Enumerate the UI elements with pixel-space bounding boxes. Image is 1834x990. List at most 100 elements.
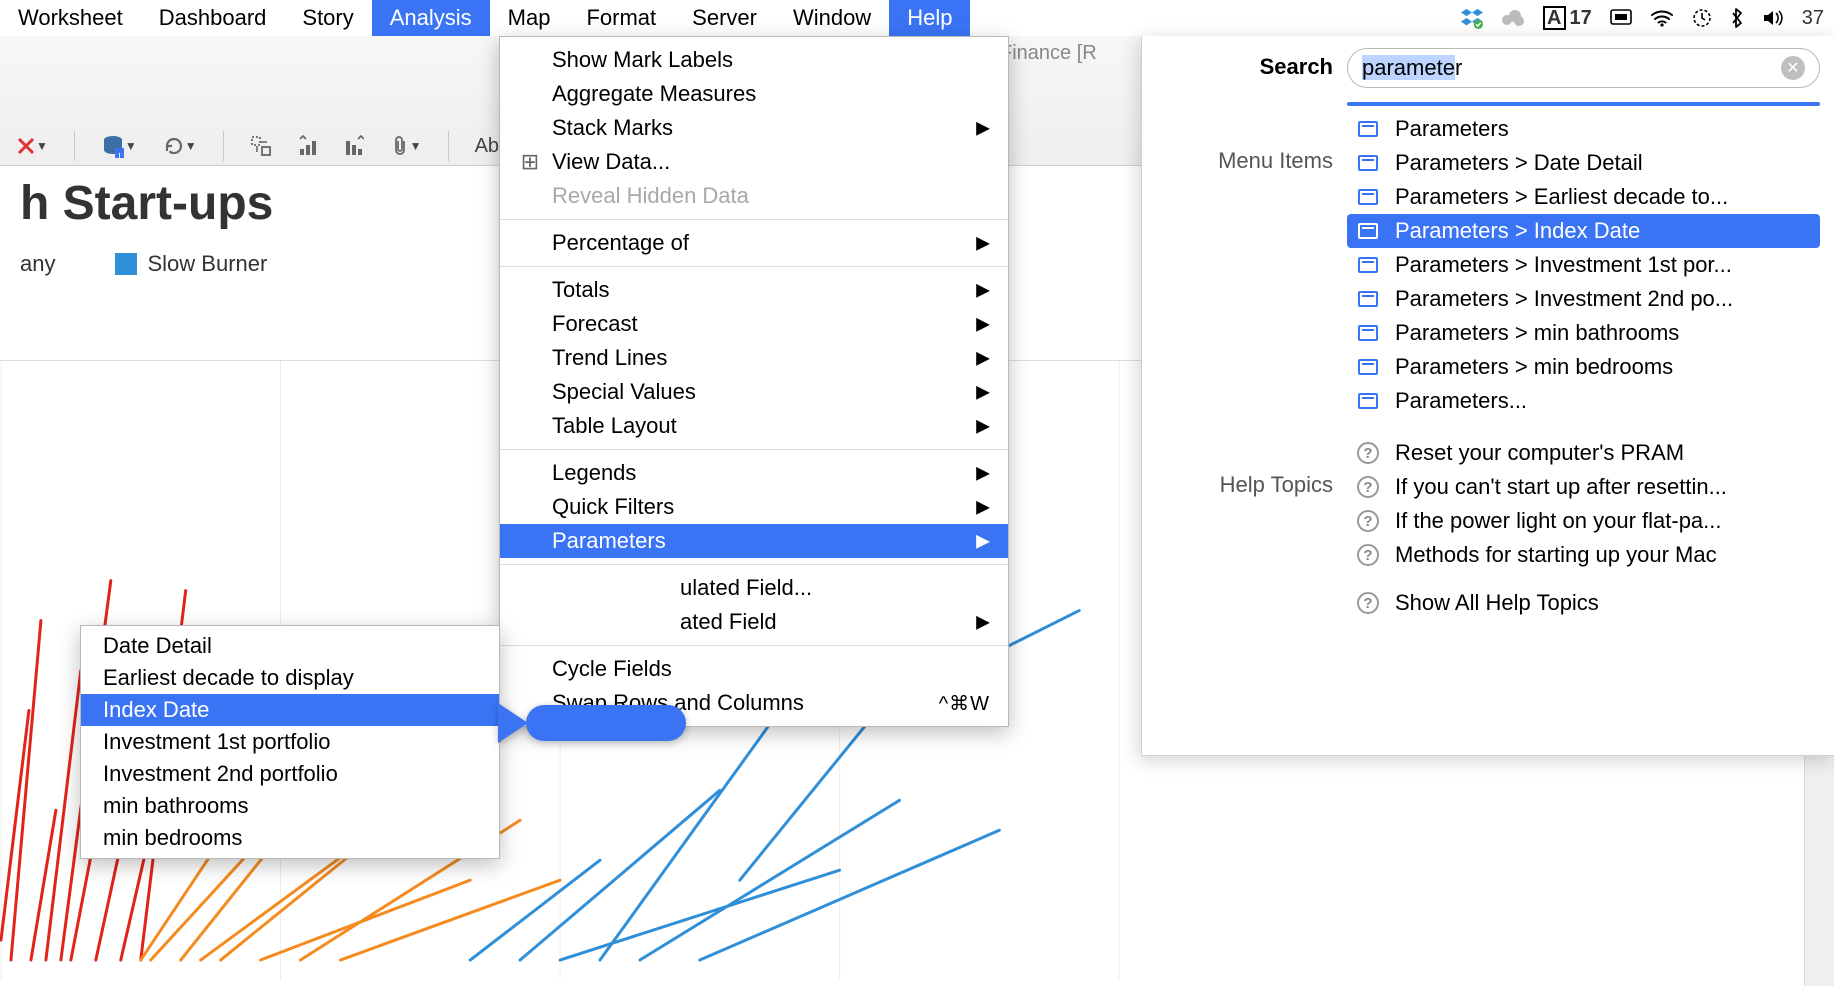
legend-slow-burner: Slow Burner <box>147 251 267 277</box>
help-menu-result[interactable]: Parameters... <box>1347 384 1820 418</box>
menu-worksheet[interactable]: Worksheet <box>0 0 141 36</box>
help-menuitems-label: Menu Items <box>1218 148 1333 174</box>
toolbar-close-icon[interactable]: ▼ <box>10 132 54 160</box>
battery-percent: 37 <box>1802 7 1824 30</box>
analysis-trend-lines[interactable]: Trend Lines▶ <box>500 341 1008 375</box>
result-label: Parameters <box>1395 116 1509 142</box>
adobe-status-icon[interactable]: A 17 <box>1543 6 1592 30</box>
analysis-ulated-field[interactable]: ulated Field... <box>500 571 1008 605</box>
param-investment-2nd-portfolio[interactable]: Investment 2nd portfolio <box>81 758 499 790</box>
help-menu-result[interactable]: Parameters <box>1347 112 1820 146</box>
menu-label: Worksheet <box>18 5 123 31</box>
dropbox-icon[interactable] <box>1461 7 1483 29</box>
toolbar-attach-icon[interactable]: ▼ <box>384 131 428 161</box>
menu-label: Window <box>793 5 871 31</box>
menu-label: Map <box>508 5 551 31</box>
analysis-special-values[interactable]: Special Values▶ <box>500 375 1008 409</box>
menu-window[interactable]: Window <box>775 0 889 36</box>
analysis-totals[interactable]: Totals▶ <box>500 273 1008 307</box>
menu-story[interactable]: Story <box>284 0 371 36</box>
bluetooth-icon[interactable] <box>1730 7 1744 29</box>
analysis-percentage-of[interactable]: Percentage of▶ <box>500 226 1008 260</box>
analysis-quick-filters[interactable]: Quick Filters▶ <box>500 490 1008 524</box>
menu-analysis[interactable]: Analysis <box>372 0 490 36</box>
volume-icon[interactable] <box>1762 9 1784 27</box>
analysis-stack-marks[interactable]: Stack Marks▶ <box>500 111 1008 145</box>
help-topic-icon: ? <box>1357 510 1379 532</box>
menu-label: Dashboard <box>159 5 267 31</box>
help-menu-result[interactable]: Parameters > Earliest decade to... <box>1347 180 1820 214</box>
menu-label: Story <box>302 5 353 31</box>
help-menu-result[interactable]: Parameters > min bedrooms <box>1347 350 1820 384</box>
window-title-right: Finance [R <box>1000 42 1097 65</box>
wifi-icon[interactable] <box>1650 9 1674 27</box>
menu-result-icon <box>1358 189 1378 205</box>
cloud-sync-icon[interactable] <box>1501 8 1525 28</box>
help-menu-result[interactable]: Parameters > Index Date <box>1347 214 1820 248</box>
timemachine-icon[interactable] <box>1692 8 1712 28</box>
result-label: Parameters > min bedrooms <box>1395 354 1673 380</box>
result-label: Parameters > Investment 2nd po... <box>1395 286 1733 312</box>
analysis-ated-field[interactable]: ated Field▶ <box>500 605 1008 639</box>
analysis-aggregate-measures[interactable]: Aggregate Measures <box>500 77 1008 111</box>
toolbar-sort-asc-icon[interactable] <box>292 131 324 161</box>
menu-item-label: Table Layout <box>552 413 677 439</box>
analysis-view-data[interactable]: ⊞View Data... <box>500 145 1008 179</box>
submenu-arrow-icon: ▶ <box>976 463 990 484</box>
toolbar-swap-icon[interactable] <box>244 131 278 161</box>
submenu-arrow-icon: ▶ <box>976 118 990 139</box>
param-min-bathrooms[interactable]: min bathrooms <box>81 790 499 822</box>
analysis-forecast[interactable]: Forecast▶ <box>500 307 1008 341</box>
help-topic-result[interactable]: ?Methods for starting up your Mac <box>1347 538 1820 572</box>
param-investment-1st-portfolio[interactable]: Investment 1st portfolio <box>81 726 499 758</box>
analysis-parameters[interactable]: Parameters ▶ <box>500 524 1008 558</box>
menu-item-label: Legends <box>552 460 636 486</box>
menu-server[interactable]: Server <box>674 0 775 36</box>
help-separator <box>1347 102 1820 106</box>
clear-search-icon[interactable]: ✕ <box>1781 56 1805 80</box>
show-all-help-topics[interactable]: ? Show All Help Topics <box>1347 586 1820 620</box>
menu-item-label: Parameters <box>552 528 666 554</box>
analysis-show-mark-labels[interactable]: Show Mark Labels <box>500 43 1008 77</box>
help-topic-result[interactable]: ?If the power light on your flat-pa... <box>1347 504 1820 538</box>
param-min-bedrooms[interactable]: min bedrooms <box>81 822 499 854</box>
analysis-cycle-fields[interactable]: Cycle Fields <box>500 652 1008 686</box>
help-topics-label: Help Topics <box>1220 472 1333 498</box>
menu-result-icon <box>1358 257 1378 273</box>
analysis-table-layout[interactable]: Table Layout▶ <box>500 409 1008 443</box>
menu-map[interactable]: Map <box>490 0 569 36</box>
menu-label: Format <box>586 5 656 31</box>
help-menu-result[interactable]: Parameters > min bathrooms <box>1347 316 1820 350</box>
menu-item-label: Aggregate Measures <box>552 81 756 107</box>
toolbar-datasource-icon[interactable]: ▼ <box>95 130 143 162</box>
result-label: Parameters > Investment 1st por... <box>1395 252 1732 278</box>
display-icon[interactable] <box>1610 9 1632 27</box>
param-date-detail[interactable]: Date Detail <box>81 630 499 662</box>
menu-item-label: Special Values <box>552 379 696 405</box>
menu-item-label: Forecast <box>552 311 638 337</box>
help-topic-result[interactable]: ?If you can't start up after resettin... <box>1347 470 1820 504</box>
submenu-arrow-icon: ▶ <box>976 612 990 633</box>
help-menu-result[interactable]: Parameters > Date Detail <box>1347 146 1820 180</box>
menu-separator <box>500 645 1008 646</box>
scrollbar-stub[interactable] <box>1804 756 1834 986</box>
analysis-legends[interactable]: Legends ▶ <box>500 456 1008 490</box>
search-input[interactable]: parameter <box>1362 55 1462 81</box>
help-search-box[interactable]: parameter ✕ <box>1347 48 1820 88</box>
help-topic-result[interactable]: ?Reset your computer's PRAM <box>1347 436 1820 470</box>
toolbar-refresh-icon[interactable]: ▼ <box>157 131 203 161</box>
result-label: If you can't start up after resettin... <box>1395 474 1727 500</box>
legend-label-frag: any <box>20 251 55 277</box>
menu-result-icon <box>1358 121 1378 137</box>
menu-item-label: Show Mark Labels <box>552 47 733 73</box>
submenu-arrow-icon: ▶ <box>976 531 990 552</box>
param-earliest-decade-to-display[interactable]: Earliest decade to display <box>81 662 499 694</box>
menu-dashboard[interactable]: Dashboard <box>141 0 285 36</box>
param-index-date[interactable]: Index Date <box>81 694 499 726</box>
menu-format[interactable]: Format <box>568 0 674 36</box>
toolbar-sort-desc-icon[interactable] <box>338 131 370 161</box>
menu-help[interactable]: Help <box>889 0 970 36</box>
menu-separator <box>500 449 1008 450</box>
help-menu-result[interactable]: Parameters > Investment 1st por... <box>1347 248 1820 282</box>
help-menu-result[interactable]: Parameters > Investment 2nd po... <box>1347 282 1820 316</box>
